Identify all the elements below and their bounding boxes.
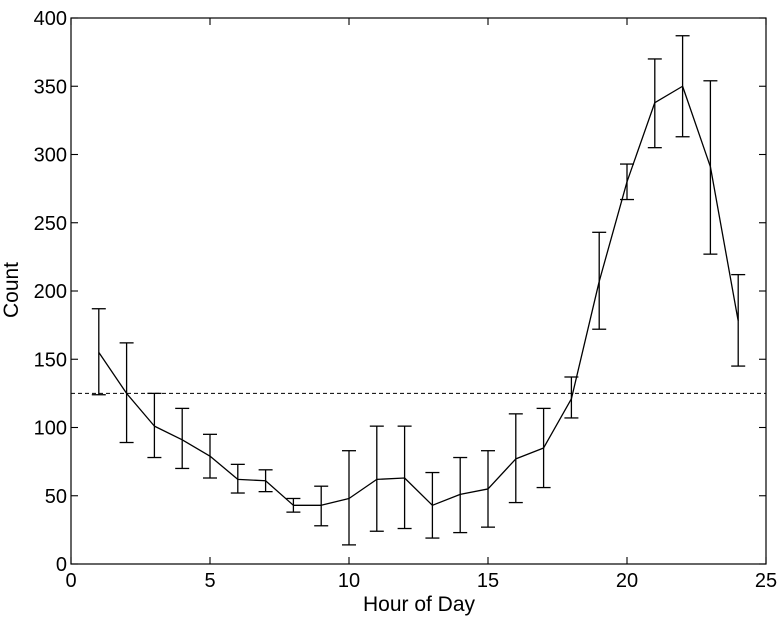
- y-axis-title: Count: [0, 262, 23, 318]
- x-tick-label: 0: [65, 570, 76, 592]
- y-tick-label: 150: [34, 349, 67, 371]
- axes-frame: [70, 17, 767, 565]
- y-tick-label: 50: [45, 486, 67, 508]
- x-tick-label: 10: [338, 570, 360, 592]
- y-tick-label: 0: [56, 554, 67, 576]
- y-tick-label: 250: [34, 213, 67, 235]
- x-axis-title: Hour of Day: [363, 593, 476, 616]
- y-tick-label: 300: [34, 145, 67, 167]
- x-tick-label: 5: [204, 570, 215, 592]
- y-tick-label: 100: [34, 418, 67, 440]
- series-line: [98, 85, 739, 506]
- x-axis: 0 5 10 15 20 25: [65, 18, 777, 592]
- series-line-layer: [98, 85, 739, 506]
- x-tick-label: 20: [616, 570, 638, 592]
- x-tick-label: 25: [755, 570, 777, 592]
- y-tick-label: 350: [34, 76, 67, 98]
- x-tick-label: 15: [477, 570, 499, 592]
- y-axis: 0 50 100 150 200 250 300 350 400: [34, 8, 766, 576]
- plot-area: [70, 17, 767, 565]
- y-tick-label: 200: [34, 281, 67, 303]
- error-bars: [91, 35, 746, 546]
- y-tick-label: 400: [34, 8, 67, 30]
